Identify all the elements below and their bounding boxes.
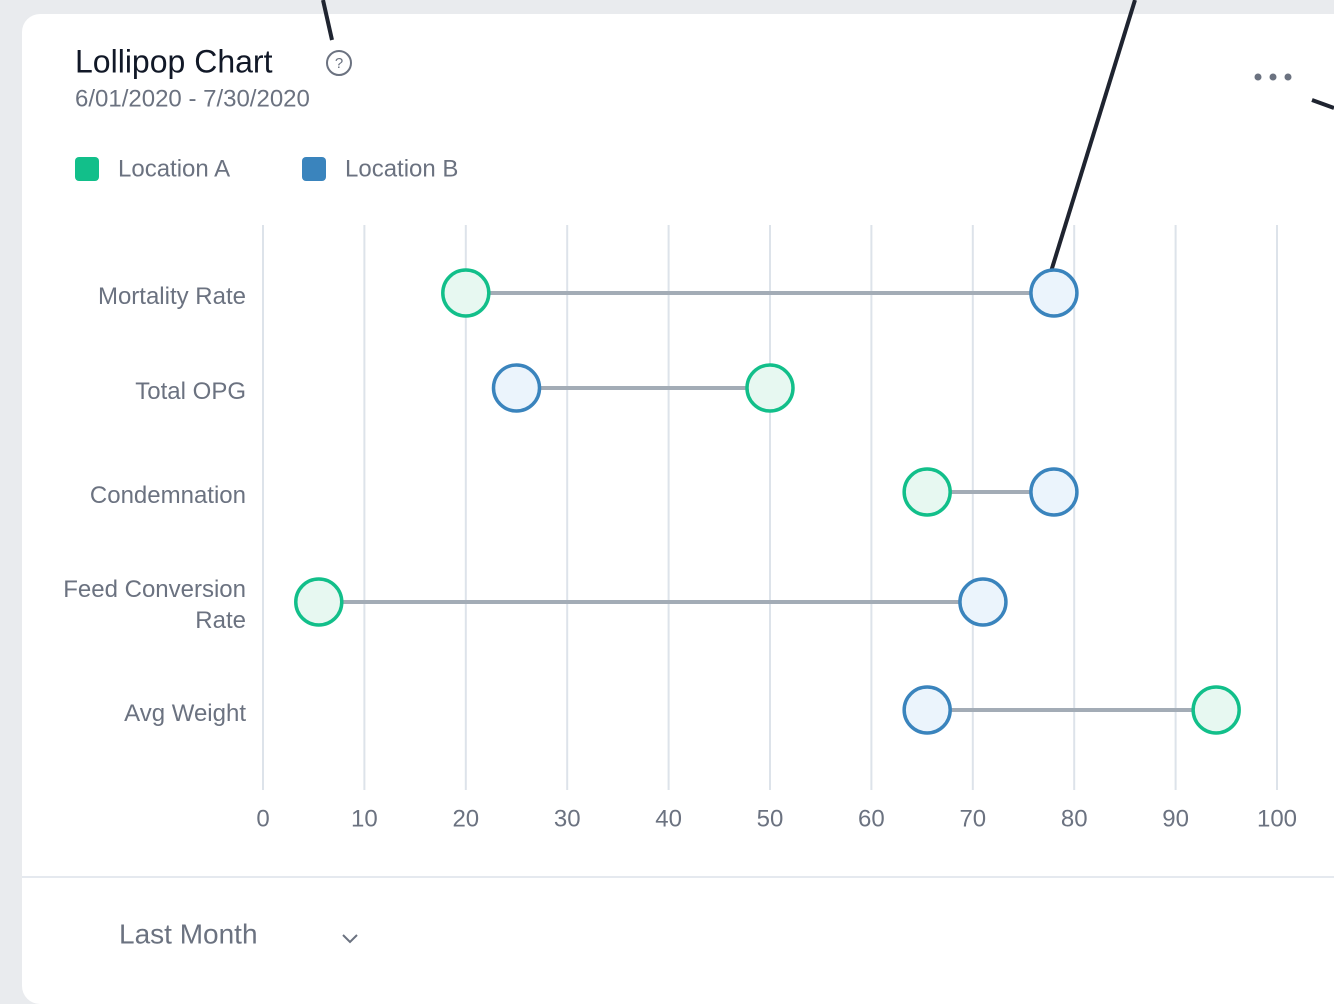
dot [1191, 685, 1241, 735]
dot [958, 577, 1008, 627]
chevron[interactable] [342, 934, 358, 944]
y-tick-label: Total OPG [135, 377, 246, 405]
period-select[interactable]: Last Month [119, 918, 258, 949]
more-menu[interactable] [1254, 73, 1292, 81]
legend-swatch [302, 157, 326, 181]
y-tick-label: Condemnation [89, 481, 246, 509]
dot [441, 268, 491, 318]
x-tick-label: 30 [554, 805, 581, 832]
x-tick-label: 20 [452, 805, 479, 832]
dot [491, 363, 542, 413]
chart: Lollipop Chart ? 6/01/2020 - 7/30/2020 L… [22, 0, 1334, 949]
x-tick-label: 50 [757, 805, 784, 832]
x-tick-label: 70 [959, 805, 986, 832]
dot [745, 363, 795, 413]
grid [262, 225, 1278, 790]
y-tick-label: Mortality Rate [97, 282, 246, 310]
svg-text:?: ? [335, 55, 343, 72]
x-tick-label: 10 [351, 805, 378, 832]
x-tick-label: 0 [256, 805, 269, 832]
dot [1029, 467, 1079, 517]
dot [902, 467, 952, 517]
legend-label: Location A [118, 155, 230, 182]
callouts [321, 0, 1334, 279]
y-tick-label: Avg Weight [124, 699, 246, 727]
dot [902, 685, 952, 735]
x-tick-label: 100 [1257, 805, 1297, 832]
dot [1029, 268, 1079, 318]
card [22, 14, 1334, 1004]
x-tick-label: 40 [655, 805, 682, 832]
chart-title: Lollipop Chart [75, 43, 273, 79]
y-tick-label: Feed Conversion Rate [63, 576, 246, 634]
date-range: 6/01/2020 - 7/30/2020 [75, 85, 310, 112]
legend-label: Location B [345, 155, 458, 182]
dot [294, 577, 344, 627]
x-tick-label: 80 [1061, 805, 1088, 832]
page: Lollipop Chart ? 6/01/2020 - 7/30/2020 L… [22, 0, 1334, 1004]
x-tick-label: 60 [858, 805, 885, 832]
legend-swatch [75, 157, 99, 181]
x-tick-label: 90 [1162, 805, 1189, 832]
help-icon[interactable]: ? [326, 50, 352, 76]
